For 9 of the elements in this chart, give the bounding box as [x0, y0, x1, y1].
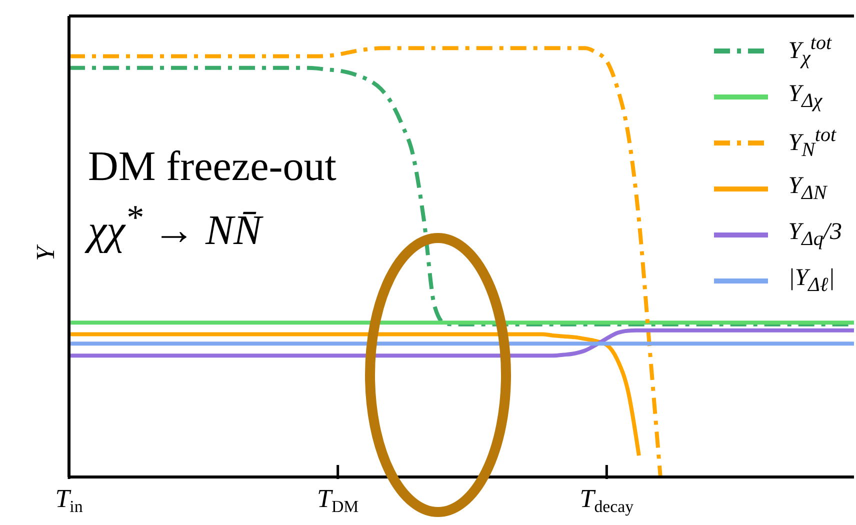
legend-label: Y$_{Δq}$/3	[788, 219, 842, 251]
legend-label: Y$_{ΔN}$	[788, 173, 827, 205]
legend-label: |Y$_{Δℓ}$|	[788, 265, 835, 297]
x-tick-label: T$_{in}$	[55, 484, 84, 516]
annotation: DM freeze-out	[88, 144, 336, 190]
x-tick-label: T$_{decay}$	[580, 484, 634, 516]
y-axis-title: Y	[31, 244, 60, 261]
x-tick-label: T$_{DM}$	[316, 484, 359, 516]
legend-label: Y$_{Δχ}$	[788, 81, 822, 113]
